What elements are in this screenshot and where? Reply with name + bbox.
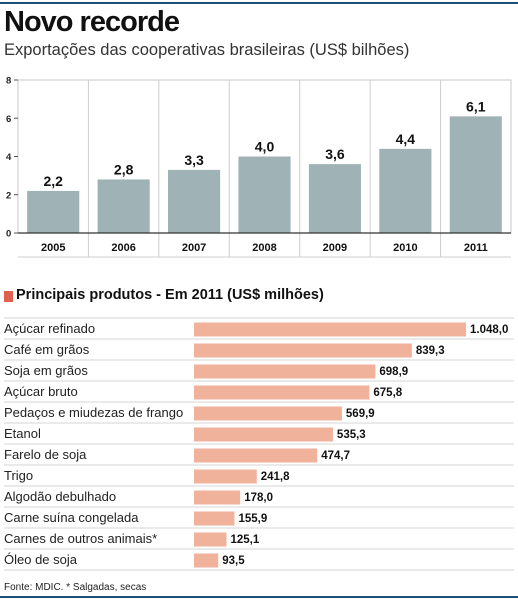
year-label-2005: 2005 xyxy=(41,242,65,254)
product-label-7: Trigo xyxy=(4,468,33,483)
product-bar-11 xyxy=(194,553,219,568)
product-bar-1 xyxy=(194,343,412,358)
chart-subtitle: Exportações das cooperativas brasileiras… xyxy=(4,41,410,59)
product-label-11: Óleo de soja xyxy=(4,552,78,567)
value-label-2009: 3,6 xyxy=(325,146,345,162)
product-label-6: Farelo de soja xyxy=(4,447,87,462)
bar-2010 xyxy=(379,148,432,233)
value-label-2007: 3,3 xyxy=(184,152,204,168)
product-bar-9 xyxy=(194,511,235,526)
value-label-2010: 4,4 xyxy=(396,131,416,147)
product-label-9: Carne suína congelada xyxy=(4,510,139,525)
product-label-0: Açúcar refinado xyxy=(4,321,95,336)
product-value-4: 569,9 xyxy=(346,408,375,420)
product-value-9: 155,9 xyxy=(238,513,267,525)
product-label-10: Carnes de outros animais* xyxy=(4,531,157,546)
product-value-3: 675,8 xyxy=(373,387,402,399)
product-label-1: Café em grãos xyxy=(4,342,90,357)
product-bar-10 xyxy=(194,532,227,547)
product-bar-7 xyxy=(194,469,257,484)
y-tick-label-0: 0 xyxy=(6,229,11,240)
bar-2005 xyxy=(27,190,80,233)
value-label-2011: 6,1 xyxy=(466,98,486,114)
section-marker xyxy=(4,291,13,302)
y-tick-label-2: 4 xyxy=(6,152,12,163)
product-bar-3 xyxy=(194,385,370,400)
products-section-title: Principais produtos - Em 2011 (US$ milhõ… xyxy=(16,287,324,303)
product-value-0: 1.048,0 xyxy=(470,324,508,336)
product-label-3: Açúcar bruto xyxy=(4,384,78,399)
top-rule xyxy=(0,2,518,4)
year-label-2007: 2007 xyxy=(182,242,206,254)
value-label-2005: 2,2 xyxy=(43,173,63,189)
product-value-5: 535,3 xyxy=(337,429,366,441)
product-bar-6 xyxy=(194,448,318,463)
product-bar-0 xyxy=(194,322,466,337)
y-tick-label-1: 2 xyxy=(6,190,11,201)
product-value-8: 178,0 xyxy=(244,492,273,504)
product-value-10: 125,1 xyxy=(230,534,259,546)
product-value-2: 698,9 xyxy=(379,366,408,378)
product-bar-4 xyxy=(194,406,342,421)
product-bar-8 xyxy=(194,490,241,505)
bottom-rule xyxy=(0,596,518,598)
product-label-4: Pedaços e miudezas de frango xyxy=(4,405,183,420)
product-label-2: Soja em grãos xyxy=(4,363,88,378)
bar-2011 xyxy=(449,116,502,233)
year-label-2008: 2008 xyxy=(252,242,276,254)
year-label-2011: 2011 xyxy=(464,242,488,254)
bar-2008 xyxy=(238,156,291,233)
bar-2006 xyxy=(97,179,150,233)
product-label-8: Algodão debulhado xyxy=(4,489,116,504)
y-tick-label-4: 8 xyxy=(6,76,11,87)
product-bar-2 xyxy=(194,364,376,379)
bar-2007 xyxy=(168,169,221,233)
year-label-2010: 2010 xyxy=(393,242,417,254)
product-label-5: Etanol xyxy=(4,426,41,441)
product-value-6: 474,7 xyxy=(321,450,350,462)
product-bar-5 xyxy=(194,427,333,442)
product-value-7: 241,8 xyxy=(261,471,290,483)
chart-title: Novo recorde xyxy=(4,6,180,38)
product-value-11: 93,5 xyxy=(222,555,245,567)
value-label-2006: 2,8 xyxy=(114,161,134,177)
value-label-2008: 4,0 xyxy=(255,139,275,155)
year-label-2009: 2009 xyxy=(323,242,347,254)
year-label-2006: 2006 xyxy=(111,242,135,254)
source-note: Fonte: MDIC. * Salgadas, secas xyxy=(4,582,147,593)
y-tick-label-3: 6 xyxy=(6,114,11,125)
bar-2009 xyxy=(308,164,361,233)
product-value-1: 839,3 xyxy=(416,345,445,357)
